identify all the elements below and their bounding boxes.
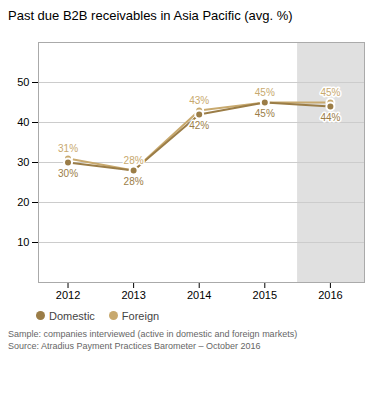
svg-text:45%: 45% — [255, 107, 275, 118]
svg-text:42%: 42% — [189, 119, 209, 130]
svg-text:50: 50 — [17, 76, 29, 88]
svg-text:2012: 2012 — [56, 289, 80, 301]
svg-text:10: 10 — [17, 236, 29, 248]
svg-text:31%: 31% — [58, 142, 78, 153]
svg-text:2016: 2016 — [318, 289, 342, 301]
svg-text:30%: 30% — [58, 167, 78, 178]
svg-text:44%: 44% — [320, 111, 340, 122]
svg-text:45%: 45% — [255, 86, 275, 97]
svg-text:40: 40 — [17, 116, 29, 128]
svg-text:28%: 28% — [124, 154, 144, 165]
svg-text:2015: 2015 — [253, 289, 277, 301]
svg-text:2013: 2013 — [121, 289, 145, 301]
svg-text:2014: 2014 — [187, 289, 211, 301]
html-text:Past due B2B receivables in As: Past due B2B receivables in Asia Pacific… — [8, 8, 293, 23]
svg-text:30: 30 — [17, 156, 29, 168]
svg-text:28%: 28% — [124, 175, 144, 186]
svg-text:20: 20 — [17, 196, 29, 208]
html-text:Domestic: Domestic — [49, 309, 95, 322]
svg-text:45%: 45% — [320, 86, 340, 97]
svg-text:43%: 43% — [189, 94, 209, 105]
html-text:Foreign: Foreign — [121, 309, 160, 322]
html-text:Sample: companies interviewed: Sample: companies interviewed (active in… — [8, 328, 298, 339]
html-text:Source: Atradius Payment Pract: Source: Atradius Payment Practices Barom… — [8, 340, 261, 351]
